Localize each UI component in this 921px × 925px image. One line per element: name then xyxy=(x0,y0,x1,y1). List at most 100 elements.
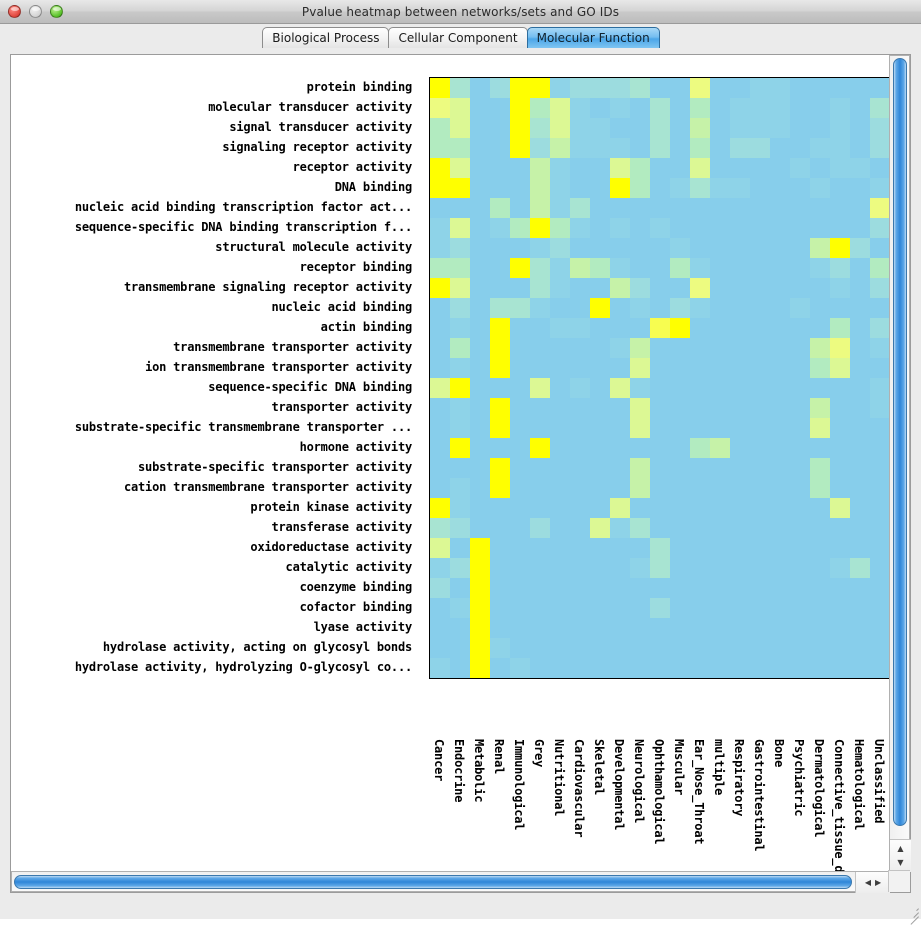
heatmap-cell[interactable] xyxy=(610,278,630,298)
heatmap-cell[interactable] xyxy=(630,598,650,618)
heatmap-cell[interactable] xyxy=(490,578,510,598)
heatmap-cell[interactable] xyxy=(750,518,770,538)
heatmap-cell[interactable] xyxy=(490,638,510,658)
heatmap-cell[interactable] xyxy=(570,558,590,578)
heatmap-cell[interactable] xyxy=(830,298,850,318)
tab-cellular-component[interactable]: Cellular Component xyxy=(388,27,528,48)
heatmap-cell[interactable] xyxy=(870,358,890,378)
heatmap-cell[interactable] xyxy=(770,538,790,558)
heatmap-cell[interactable] xyxy=(690,558,710,578)
heatmap-cell[interactable] xyxy=(470,238,490,258)
window-resize-grip[interactable] xyxy=(905,904,919,925)
heatmap-cell[interactable] xyxy=(490,418,510,438)
heatmap-cell[interactable] xyxy=(790,138,810,158)
heatmap-cell[interactable] xyxy=(450,558,470,578)
heatmap-cell[interactable] xyxy=(450,358,470,378)
heatmap-cell[interactable] xyxy=(510,178,530,198)
heatmap-cell[interactable] xyxy=(630,658,650,678)
heatmap-cell[interactable] xyxy=(730,78,750,98)
heatmap-cell[interactable] xyxy=(810,598,830,618)
zoom-icon[interactable] xyxy=(50,5,63,18)
heatmap-cell[interactable] xyxy=(850,658,870,678)
heatmap-cell[interactable] xyxy=(730,658,750,678)
heatmap-cell[interactable] xyxy=(610,118,630,138)
heatmap-cell[interactable] xyxy=(870,78,890,98)
heatmap-cell[interactable] xyxy=(450,298,470,318)
heatmap-cell[interactable] xyxy=(670,318,690,338)
heatmap-cell[interactable] xyxy=(490,458,510,478)
heatmap-cell[interactable] xyxy=(790,78,810,98)
heatmap-cell[interactable] xyxy=(770,338,790,358)
heatmap-cell[interactable] xyxy=(490,538,510,558)
heatmap-cell[interactable] xyxy=(490,618,510,638)
heatmap-cell[interactable] xyxy=(470,518,490,538)
heatmap-cell[interactable] xyxy=(610,98,630,118)
heatmap-cell[interactable] xyxy=(690,498,710,518)
heatmap-cell[interactable] xyxy=(690,298,710,318)
heatmap-cell[interactable] xyxy=(570,338,590,358)
heatmap-cell[interactable] xyxy=(510,218,530,238)
heatmap-cell[interactable] xyxy=(690,178,710,198)
heatmap-cell[interactable] xyxy=(830,578,850,598)
heatmap-cell[interactable] xyxy=(450,438,470,458)
heatmap-cell[interactable] xyxy=(590,278,610,298)
heatmap-cell[interactable] xyxy=(810,238,830,258)
heatmap-cell[interactable] xyxy=(430,278,450,298)
heatmap-cell[interactable] xyxy=(790,238,810,258)
heatmap-cell[interactable] xyxy=(610,558,630,578)
close-icon[interactable] xyxy=(8,5,21,18)
heatmap-cell[interactable] xyxy=(750,138,770,158)
heatmap-cell[interactable] xyxy=(430,418,450,438)
heatmap-cell[interactable] xyxy=(770,638,790,658)
heatmap-cell[interactable] xyxy=(550,178,570,198)
heatmap-cell[interactable] xyxy=(490,118,510,138)
heatmap-cell[interactable] xyxy=(850,578,870,598)
heatmap-cell[interactable] xyxy=(730,558,750,578)
heatmap-cell[interactable] xyxy=(550,298,570,318)
heatmap-cell[interactable] xyxy=(630,78,650,98)
heatmap-cell[interactable] xyxy=(530,98,550,118)
heatmap-cell[interactable] xyxy=(790,638,810,658)
heatmap-cell[interactable] xyxy=(510,98,530,118)
heatmap-cell[interactable] xyxy=(610,158,630,178)
heatmap-cell[interactable] xyxy=(630,438,650,458)
heatmap-cell[interactable] xyxy=(850,178,870,198)
heatmap-cell[interactable] xyxy=(690,158,710,178)
heatmap-cell[interactable] xyxy=(790,158,810,178)
heatmap-cell[interactable] xyxy=(670,178,690,198)
heatmap-cell[interactable] xyxy=(530,238,550,258)
heatmap-cell[interactable] xyxy=(710,458,730,478)
heatmap-cell[interactable] xyxy=(650,198,670,218)
heatmap-cell[interactable] xyxy=(530,118,550,138)
heatmap-cell[interactable] xyxy=(710,478,730,498)
heatmap-cell[interactable] xyxy=(470,358,490,378)
heatmap-cell[interactable] xyxy=(870,298,890,318)
heatmap-cell[interactable] xyxy=(610,618,630,638)
heatmap-cell[interactable] xyxy=(610,218,630,238)
heatmap-cell[interactable] xyxy=(870,438,890,458)
heatmap-cell[interactable] xyxy=(650,538,670,558)
heatmap-cell[interactable] xyxy=(750,638,770,658)
heatmap-cell[interactable] xyxy=(670,298,690,318)
heatmap-cell[interactable] xyxy=(570,178,590,198)
heatmap-cell[interactable] xyxy=(750,258,770,278)
heatmap-cell[interactable] xyxy=(650,178,670,198)
heatmap-cell[interactable] xyxy=(530,558,550,578)
heatmap-cell[interactable] xyxy=(810,278,830,298)
heatmap-cell[interactable] xyxy=(510,238,530,258)
heatmap-cell[interactable] xyxy=(630,258,650,278)
heatmap-cell[interactable] xyxy=(730,438,750,458)
heatmap-cell[interactable] xyxy=(830,358,850,378)
heatmap-cell[interactable] xyxy=(510,518,530,538)
heatmap-cell[interactable] xyxy=(690,358,710,378)
heatmap-cell[interactable] xyxy=(550,578,570,598)
heatmap-cell[interactable] xyxy=(470,658,490,678)
heatmap-cell[interactable] xyxy=(590,518,610,538)
heatmap-cell[interactable] xyxy=(530,458,550,478)
heatmap-cell[interactable] xyxy=(770,358,790,378)
heatmap-cell[interactable] xyxy=(550,518,570,538)
heatmap-cell[interactable] xyxy=(550,618,570,638)
heatmap-cell[interactable] xyxy=(590,498,610,518)
heatmap-cell[interactable] xyxy=(670,438,690,458)
heatmap-cell[interactable] xyxy=(650,278,670,298)
